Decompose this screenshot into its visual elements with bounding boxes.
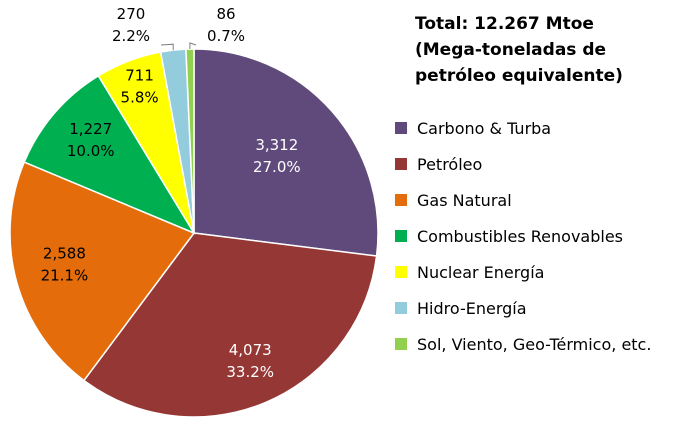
data-label-percent-carbono: 27.0% xyxy=(253,158,301,176)
data-label-percent-combustibles-renovables: 10.0% xyxy=(67,142,115,160)
data-labels: 3,312 27.0% 4,073 33.2% 2,588 21.1% 1,227 10.0%… xyxy=(41,5,301,381)
legend-item-sol-viento: Sol, Viento, Geo-Térmico, etc. xyxy=(395,326,651,362)
legend-item-nuclear: Nuclear Energía xyxy=(395,254,651,290)
legend-item-combustibles-renovables: Combustibles Renovables xyxy=(395,218,651,254)
legend-item-hidro: Hidro-Energía xyxy=(395,290,651,326)
legend-item-petroleo: Petróleo xyxy=(395,146,651,182)
pie-slice-carbono xyxy=(193,48,379,257)
legend-label-petroleo: Petróleo xyxy=(417,154,483,174)
legend: Carbono & Turba Petróleo Gas Natural Com… xyxy=(395,110,651,362)
data-label-value-combustibles-renovables: 1,227 xyxy=(69,120,112,138)
data-label-sol-viento: 86 0.7% xyxy=(207,5,245,45)
chart-title-line-3: petróleo equivalente) xyxy=(415,66,623,86)
legend-label-hidro: Hidro-Energía xyxy=(417,298,527,318)
data-label-value-carbono: 3,312 xyxy=(255,136,298,154)
legend-swatch-carbono xyxy=(395,122,407,134)
leader-line-sol-viento xyxy=(189,42,197,49)
data-label-percent-gas-natural: 21.1% xyxy=(41,266,89,284)
legend-swatch-gas-natural xyxy=(395,194,407,206)
legend-label-sol-viento: Sol, Viento, Geo-Térmico, etc. xyxy=(417,334,652,354)
legend-swatch-petroleo xyxy=(395,158,407,170)
data-label-value-sol-viento: 86 xyxy=(216,5,235,23)
legend-label-gas-natural: Gas Natural xyxy=(417,190,512,210)
data-label-percent-hidro: 2.2% xyxy=(112,27,150,45)
legend-label-carbono: Carbono & Turba xyxy=(417,118,552,138)
data-label-carbono: 3,312 27.0% xyxy=(253,136,301,176)
pie-slice-combustibles-renovables xyxy=(23,74,196,235)
chart-title-line-1: Total: 12.267 Mtoe xyxy=(415,14,594,34)
data-label-value-nuclear: 711 xyxy=(125,66,154,84)
pie-slice-petroleo xyxy=(82,232,378,418)
data-label-percent-petroleo: 33.2% xyxy=(226,363,274,381)
legend-swatch-hidro xyxy=(395,302,407,314)
leader-lines xyxy=(160,42,197,51)
data-label-value-petroleo: 4,073 xyxy=(229,341,272,359)
data-label-value-hidro: 270 xyxy=(117,5,146,23)
legend-swatch-combustibles-renovables xyxy=(395,230,407,242)
legend-item-gas-natural: Gas Natural xyxy=(395,182,651,218)
legend-label-combustibles-renovables: Combustibles Renovables xyxy=(417,226,623,246)
data-label-percent-sol-viento: 0.7% xyxy=(207,27,245,45)
data-label-value-gas-natural: 2,588 xyxy=(43,244,86,262)
data-label-combustibles-renovables: 1,227 10.0% xyxy=(67,120,115,160)
legend-swatch-sol-viento xyxy=(395,338,407,350)
pie-slice-gas-natural xyxy=(9,161,196,382)
data-label-petroleo: 4,073 33.2% xyxy=(226,341,274,381)
legend-label-nuclear: Nuclear Energía xyxy=(417,262,545,282)
leader-line-hidro xyxy=(160,43,174,51)
chart-title-line-2: (Mega-toneladas de xyxy=(415,40,607,60)
data-label-hidro: 270 2.2% xyxy=(112,5,150,45)
data-label-nuclear: 711 5.8% xyxy=(121,66,159,106)
legend-item-carbono: Carbono & Turba xyxy=(395,110,651,146)
legend-swatch-nuclear xyxy=(395,266,407,278)
data-label-gas-natural: 2,588 21.1% xyxy=(41,244,89,284)
pie-slices xyxy=(9,48,379,418)
data-label-percent-nuclear: 5.8% xyxy=(121,88,159,106)
pie-slice-sol-viento xyxy=(185,48,195,234)
